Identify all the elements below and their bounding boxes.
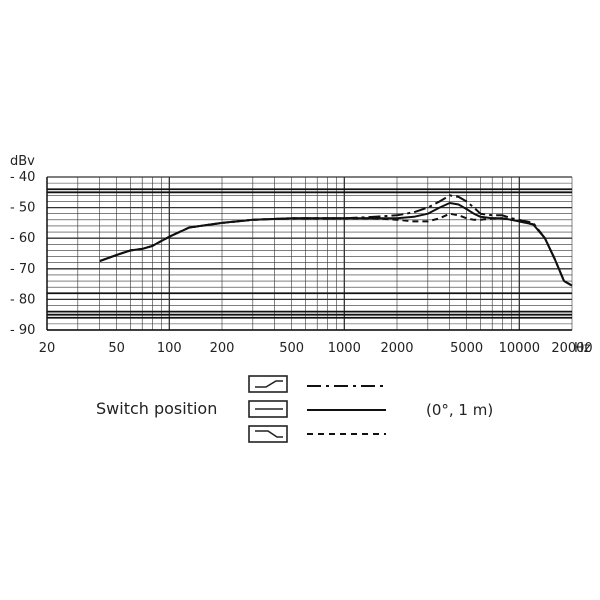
- bass-rolloff-icon: [248, 375, 288, 393]
- legend: Switch position (0°, 1 m): [96, 375, 493, 443]
- x-tick-label: 10000: [499, 341, 540, 356]
- x-tick-label: 50: [108, 341, 125, 356]
- x-tick-label: 500: [279, 341, 304, 356]
- axes: [46, 177, 572, 331]
- series-line-dash-dot: [99, 194, 573, 287]
- y-tick-label: - 50: [10, 201, 35, 216]
- x-unit-label: Hz: [574, 341, 591, 356]
- x-tick-label: 1000: [328, 341, 361, 356]
- y-tick-label: - 70: [10, 262, 35, 277]
- flat-icon: [248, 400, 288, 418]
- x-tick-label: 20000: [551, 341, 592, 356]
- x-tick-label: 20: [39, 341, 56, 356]
- legend-condition: (0°, 1 m): [426, 401, 493, 419]
- tick-labels: - 40 - 50 - 60 - 70 - 80 - 90 20 50 100 200 500 100…: [10, 170, 593, 356]
- y-tick-label: - 90: [10, 323, 35, 338]
- y-tick-label: - 60: [10, 231, 35, 246]
- x-tick-label: 100: [157, 341, 182, 356]
- presence-cut-icon: [248, 425, 288, 443]
- series-line-dashed: [99, 212, 573, 287]
- x-tick-label: 2000: [380, 341, 413, 356]
- series-layer: [99, 194, 573, 287]
- x-tick-label: 5000: [450, 341, 483, 356]
- y-tick-label: - 40: [10, 170, 35, 185]
- y-unit-label: dBv: [10, 154, 35, 169]
- x-tick-label: 200: [210, 341, 235, 356]
- y-tick-label: - 80: [10, 292, 35, 307]
- legend-title: Switch position: [96, 399, 217, 418]
- grid: [46, 176, 573, 331]
